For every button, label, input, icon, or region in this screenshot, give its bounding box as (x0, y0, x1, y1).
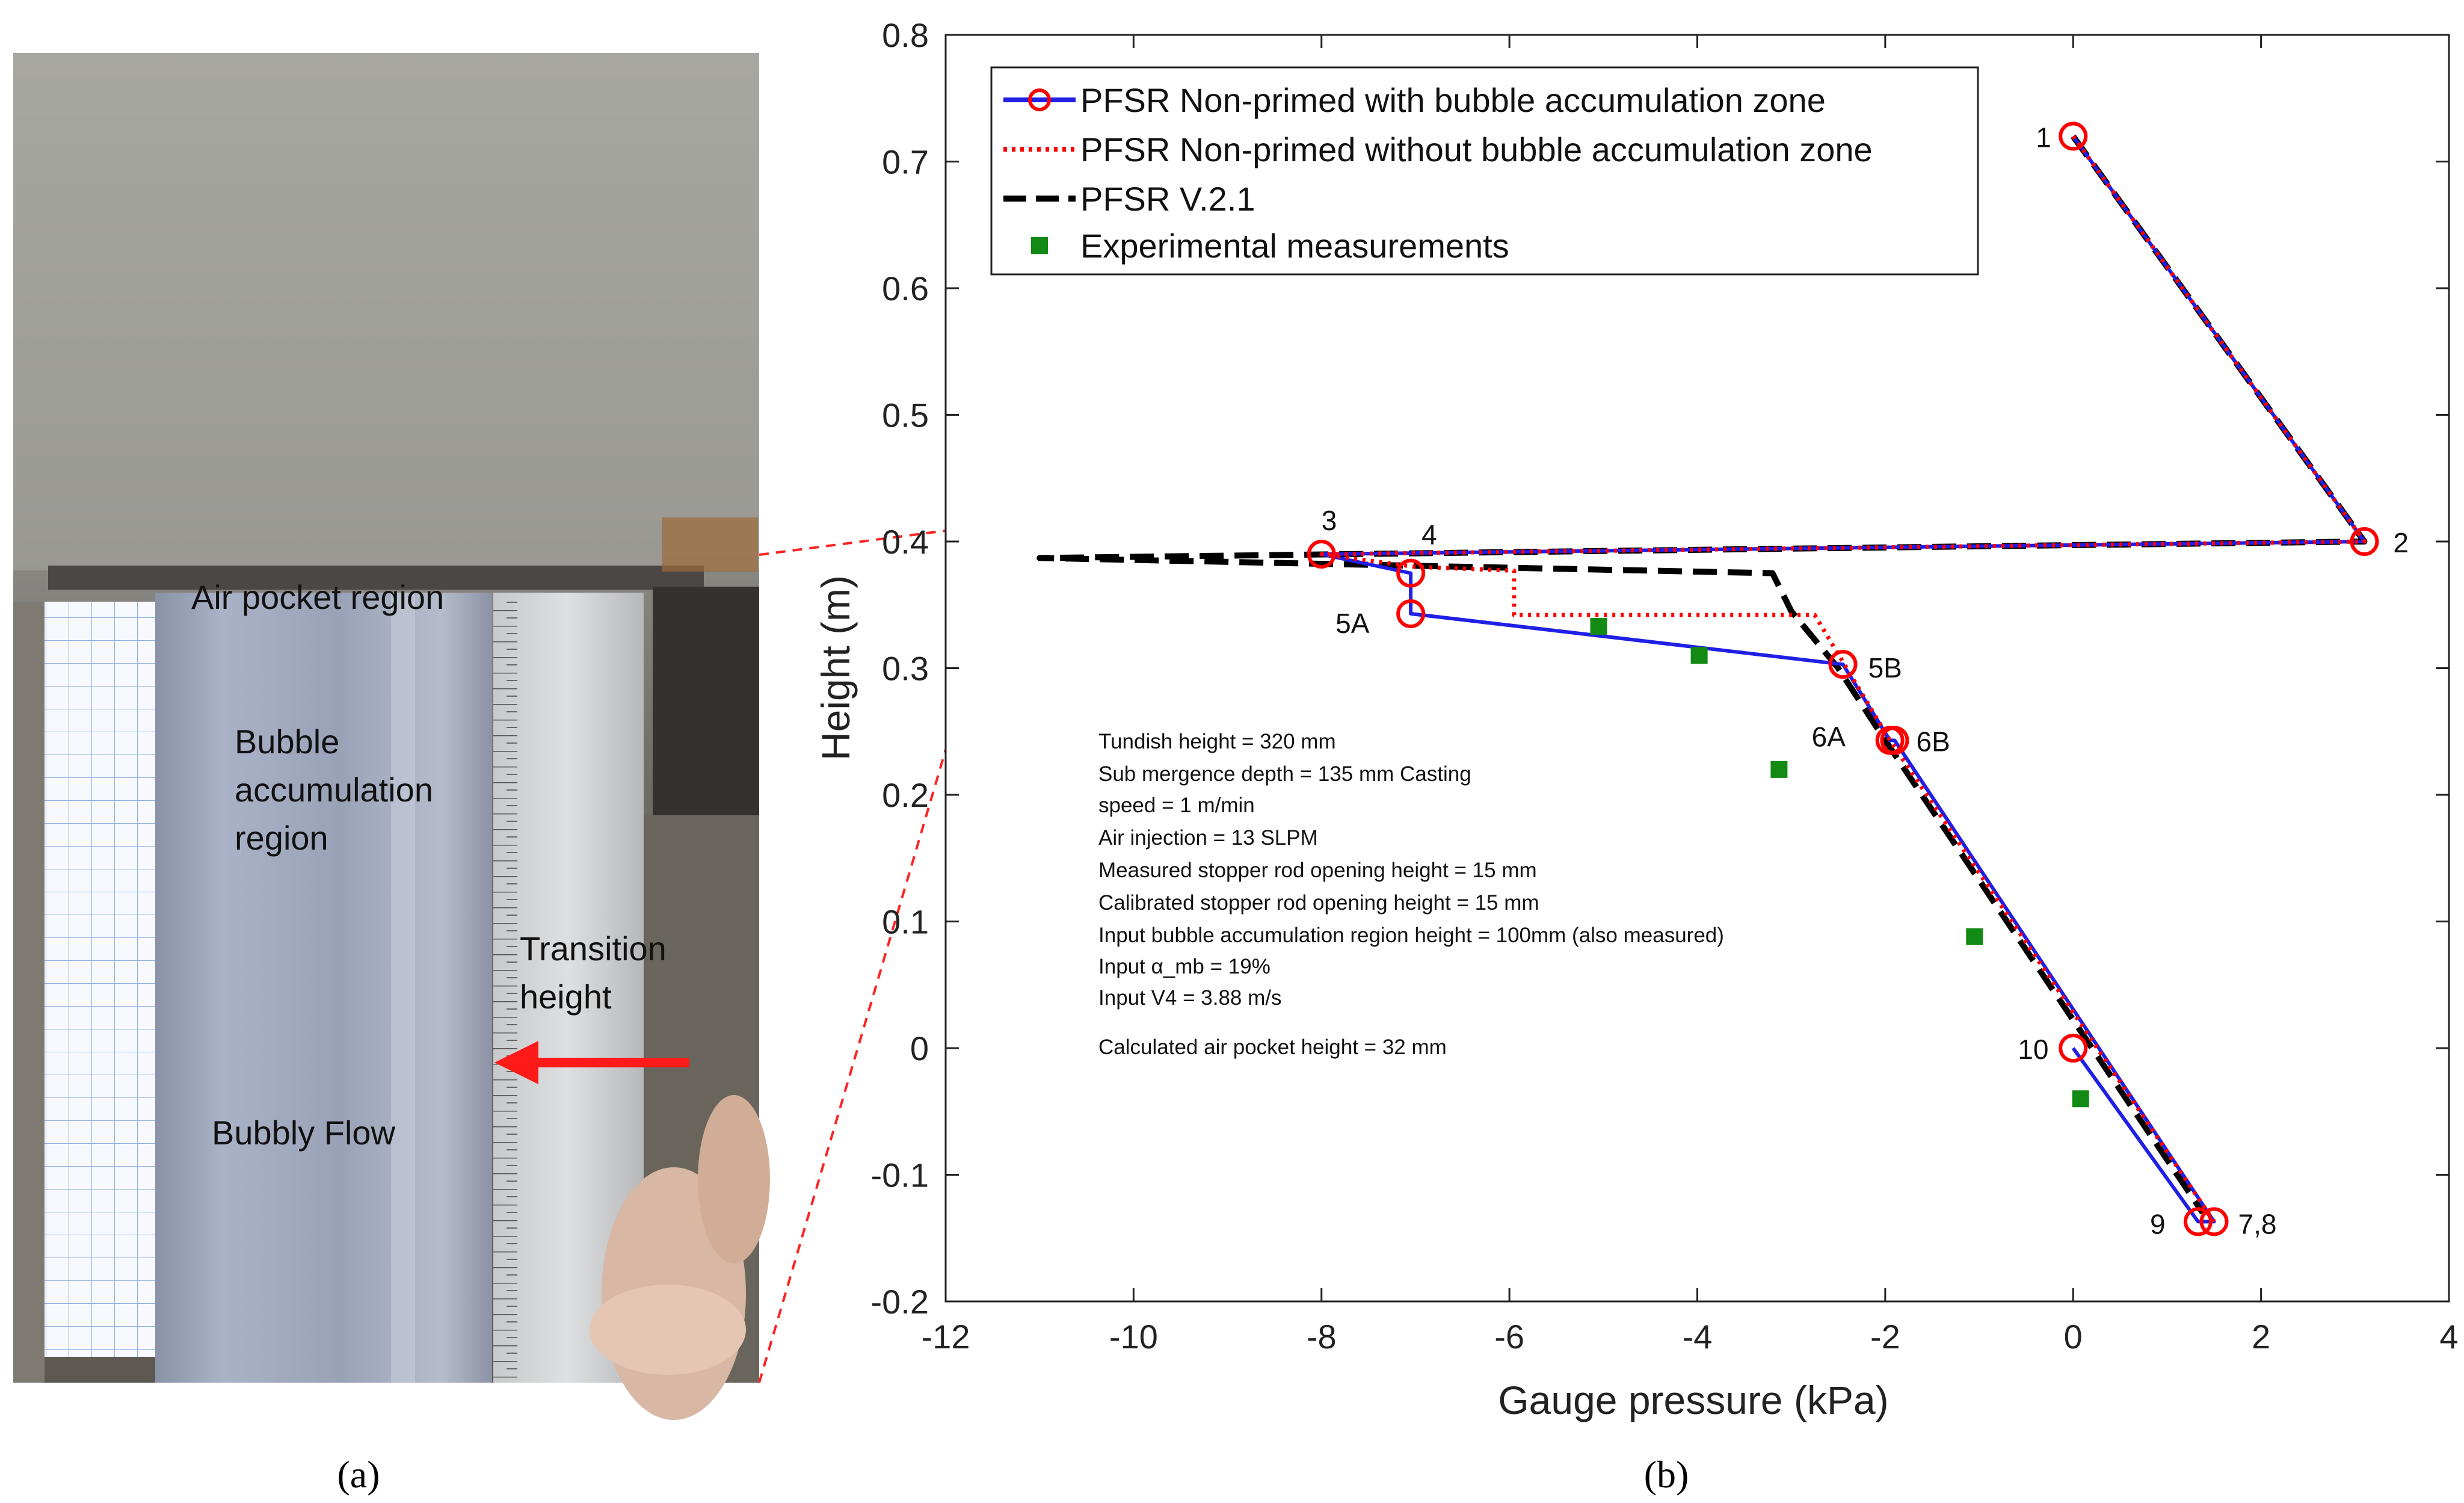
note-line: Tundish height = 320 mm (1098, 730, 1336, 753)
point-label: 1 (2036, 122, 2051, 153)
x-tick-label: -2 (1870, 1318, 1900, 1356)
x-tick-label: -12 (922, 1318, 970, 1356)
tundish-bottom-plate (48, 566, 704, 590)
x-tick-label: -4 (1683, 1318, 1713, 1356)
hand-finger (590, 1285, 746, 1375)
y-tick-label: 0.7 (882, 143, 929, 181)
submerged-tube (155, 593, 492, 1383)
ruler-ticks (469, 602, 529, 1378)
x-axis-label: Gauge pressure (kPa) (1498, 1378, 1888, 1422)
series-layer (1036, 122, 2379, 1236)
point-labels-layer: 1 2 3 4 5A 5B 6A 6B 7,8 9 10 (1322, 122, 2409, 1239)
y-tick-label: 0.6 (882, 270, 929, 307)
data-point-marker (2350, 527, 2379, 556)
pressure-height-chart: -12 -10 -8 -6 -4 -2 0 2 4 -0.2 -0.1 0 0.1 0.2 0.3 0.4 0.… (813, 16, 2459, 1422)
label-bubble-line1: Bubble (235, 723, 339, 761)
legend-swatch-green-square (1031, 237, 1048, 254)
legend-label-red: PFSR Non-primed without bubble accumulat… (1080, 131, 1873, 168)
note-line: Sub mergence depth = 135 mm Casting (1098, 762, 1471, 786)
label-transition-line1: Transition (520, 930, 667, 968)
point-label: 2 (2393, 527, 2409, 558)
legend-label-green: Experimental measurements (1080, 227, 1509, 265)
data-point-marker (1307, 540, 1336, 569)
y-tick-label: -0.2 (871, 1283, 929, 1321)
simulation-notes: Tundish height = 320 mm Sub mergence dep… (1098, 730, 1724, 1059)
grid-paper (43, 602, 173, 1357)
note-line: Input bubble accumulation region height … (1098, 924, 1724, 947)
x-tick-label: 0 (2064, 1318, 2083, 1356)
point-label: 10 (2018, 1034, 2048, 1065)
transition-arrow-head (494, 1041, 538, 1084)
experimental-point (1690, 647, 1708, 664)
hand-palm (698, 1095, 770, 1264)
zoom-connector-top (759, 529, 946, 556)
rust-patch (662, 517, 758, 572)
y-tick-label: -0.1 (871, 1156, 929, 1194)
label-transition-line2: height (520, 978, 612, 1016)
caption-b: (b) (1644, 1453, 1689, 1496)
photo-panel: Air pocket region Bubble accumulation re… (13, 53, 770, 1420)
note-line: Air injection = 13 SLPM (1098, 826, 1318, 850)
legend: PFSR Non-primed with bubble accumulation… (990, 66, 1979, 276)
y-axis-label: Height (m) (813, 575, 858, 761)
x-tick-label: -10 (1109, 1318, 1158, 1356)
legend-label-blue: PFSR Non-primed with bubble accumulation… (1080, 81, 1826, 119)
axis-ticks: -12 -10 -8 -6 -4 -2 0 2 4 -0.2 -0.1 0 0.1 0.2 0.3 0.4 0.… (871, 16, 2459, 1356)
legend-box (990, 66, 1979, 276)
point-label: 3 (1322, 505, 1337, 536)
tundish-water-surface (13, 53, 759, 570)
x-tick-label: 4 (2439, 1318, 2458, 1356)
tube-highlight (391, 593, 415, 1383)
data-point-marker (2183, 1207, 2213, 1236)
data-point-marker (2059, 122, 2088, 151)
experimental-point (1770, 761, 1788, 778)
point-label: 7,8 (2238, 1208, 2277, 1239)
data-point-marker (2199, 1207, 2229, 1236)
x-tick-label: 2 (2252, 1318, 2270, 1356)
label-bubble-line2: accumulation (235, 771, 433, 809)
data-point-marker (1396, 558, 1426, 588)
y-tick-label: 0 (910, 1029, 929, 1067)
label-bubbly-flow: Bubbly Flow (212, 1114, 396, 1152)
y-tick-label: 0.4 (882, 523, 929, 561)
experimental-point (2072, 1090, 2089, 1108)
label-air-pocket-region: Air pocket region (191, 578, 444, 616)
legend-swatch-blue-marker (1028, 88, 1051, 111)
experimental-point (1966, 928, 1983, 945)
point-label: 5A (1335, 608, 1370, 639)
y-tick-label: 0.1 (882, 903, 929, 941)
data-point-marker (1396, 599, 1426, 628)
note-line: Input V4 = 3.88 m/s (1098, 986, 1282, 1010)
point-label: 9 (2150, 1208, 2166, 1239)
data-point-marker (1828, 650, 1858, 679)
label-bubble-line3: region (235, 819, 328, 857)
y-tick-label: 0.5 (882, 397, 929, 434)
note-line: speed = 1 m/min (1098, 794, 1255, 817)
series-without-bubble-zone-line (1319, 135, 2367, 1223)
note-line: Calibrated stopper rod opening height = … (1098, 891, 1539, 915)
y-tick-label: 0.2 (882, 776, 929, 814)
data-point-marker (2059, 1034, 2088, 1063)
point-label: 5B (1868, 652, 1902, 684)
note-line: Measured stopper rod opening height = 15… (1098, 859, 1537, 882)
y-tick-label: 0.3 (882, 650, 929, 688)
note-line: Calculated air pocket height = 32 mm (1098, 1035, 1447, 1059)
note-line: Input α_mb = 19% (1098, 955, 1270, 978)
series-with-bubble-zone-line (1319, 135, 2367, 1224)
legend-label-black: PFSR V.2.1 (1080, 180, 1255, 218)
data-point-marker (1880, 726, 1909, 755)
point-label: 6B (1916, 726, 1950, 757)
experimental-point (1590, 618, 1607, 635)
x-tick-label: -6 (1494, 1318, 1524, 1356)
left-edge-strip (13, 602, 45, 1383)
zoom-connector-bottom (758, 712, 958, 1383)
x-tick-label: -8 (1307, 1318, 1337, 1356)
point-label: 6A (1812, 721, 1846, 752)
point-label: 4 (1421, 519, 1437, 551)
y-tick-label: 0.8 (882, 16, 929, 54)
right-bracket (653, 587, 759, 815)
caption-a: (a) (337, 1453, 380, 1496)
